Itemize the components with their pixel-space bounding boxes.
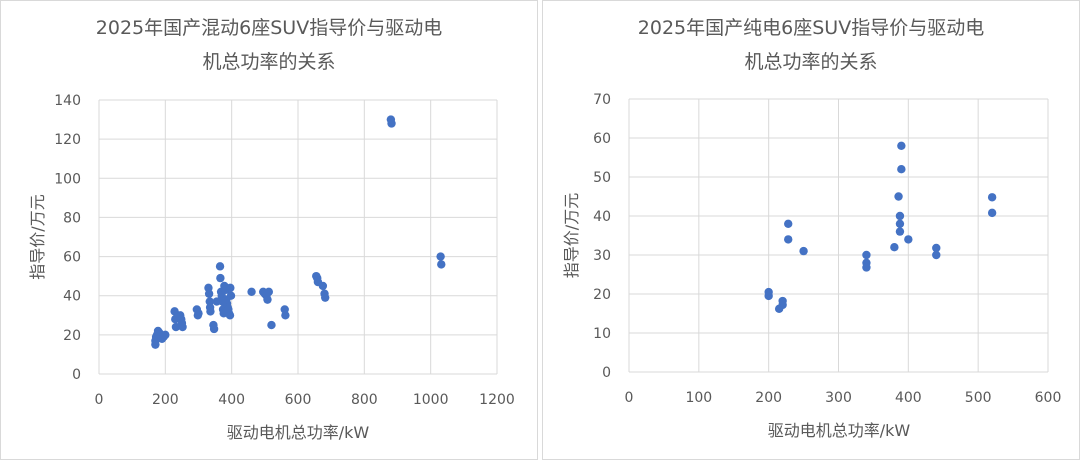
data-point [320,293,330,302]
chart-title-line: 机总功率的关系 [202,51,335,73]
data-point [171,322,181,332]
data-point [161,330,170,340]
data-point [436,252,445,261]
ev-suv-chart: 2025年国产纯电6座SUV指导价与驱动电 机总功率的关系 0 10 20 30 40 50 6… [542,0,1080,460]
data-point [267,320,276,330]
data-point [862,263,871,272]
x-tick-label: 1000 [413,392,449,408]
data-point [890,243,899,252]
x-tick-label: 200 [755,390,782,406]
data-point [216,273,225,283]
data-point [895,227,905,236]
x-tick-label: 0 [625,390,634,406]
y-tick-label: 70 [593,92,611,108]
y-tick-label: 0 [72,367,81,383]
data-point [764,291,773,301]
data-point [226,291,236,300]
data-point [897,141,906,150]
chart-title-line: 机总功率的关系 [744,51,877,73]
y-axis-label: 指导价/万元 [562,193,581,278]
x-tick-label: 600 [285,392,312,408]
chart-title-line: 2025年国产纯电6座SUV指导价与驱动电 [638,17,984,39]
data-point [263,295,272,304]
data-point [264,287,274,296]
y-tick-label: 20 [63,328,81,344]
data-point [932,243,941,253]
data-point [932,250,941,260]
chart-title-line: 2025年国产混动6座SUV指导价与驱动电 [96,17,442,39]
data-point [904,235,913,244]
x-tick-label: 400 [218,392,245,408]
data-point [784,235,793,244]
data-point [778,296,787,306]
x-axis-label: 驱动电机总功率/kW [227,423,370,442]
y-tick-label: 60 [63,250,81,266]
y-tick-label: 140 [54,93,81,109]
data-point [894,192,903,201]
data-point [862,250,871,260]
y-axis-label: 指导价/万元 [28,194,47,279]
y-tick-label: 50 [593,170,611,186]
y-tick-label: 40 [593,209,611,225]
data-point [784,219,793,228]
x-axis-label: 驱动电机总功率/kW [768,421,911,440]
data-point [247,287,256,296]
y-tick-label: 0 [602,365,611,381]
data-point [225,311,235,320]
data-point [987,208,997,218]
data-point [209,324,219,334]
data-point [437,260,446,269]
x-tick-label: 400 [895,390,922,406]
x-tick-label: 800 [351,392,378,408]
y-tick-label: 10 [593,326,611,342]
data-point [895,219,905,228]
y-tick-label: 40 [63,289,81,305]
data-point [387,119,396,128]
x-tick-label: 600 [1035,390,1062,406]
data-point [318,281,328,291]
data-point [226,283,235,293]
x-tick-label: 200 [152,392,179,408]
data-point [895,211,905,221]
y-tick-label: 20 [593,287,611,303]
data-point [204,289,214,298]
y-tick-label: 80 [63,210,81,226]
data-point [799,246,808,256]
y-tick-label: 120 [54,132,81,148]
hybrid-suv-chart: 2025年国产混动6座SUV指导价与驱动电 机总功率的关系 0 20 40 60 80 100… [0,0,538,460]
data-point [281,311,290,320]
data-point [206,307,215,316]
x-tick-label: 0 [95,392,104,408]
data-point [987,193,997,202]
x-tick-label: 1200 [479,392,515,408]
y-tick-label: 30 [593,248,611,264]
data-point [897,165,906,174]
x-tick-label: 300 [825,390,852,406]
data-point [194,309,203,318]
x-tick-label: 500 [965,390,992,406]
x-tick-label: 100 [685,390,712,406]
y-tick-label: 100 [54,171,81,187]
y-tick-label: 60 [593,131,611,147]
data-point [215,262,225,271]
data-point [178,322,187,332]
